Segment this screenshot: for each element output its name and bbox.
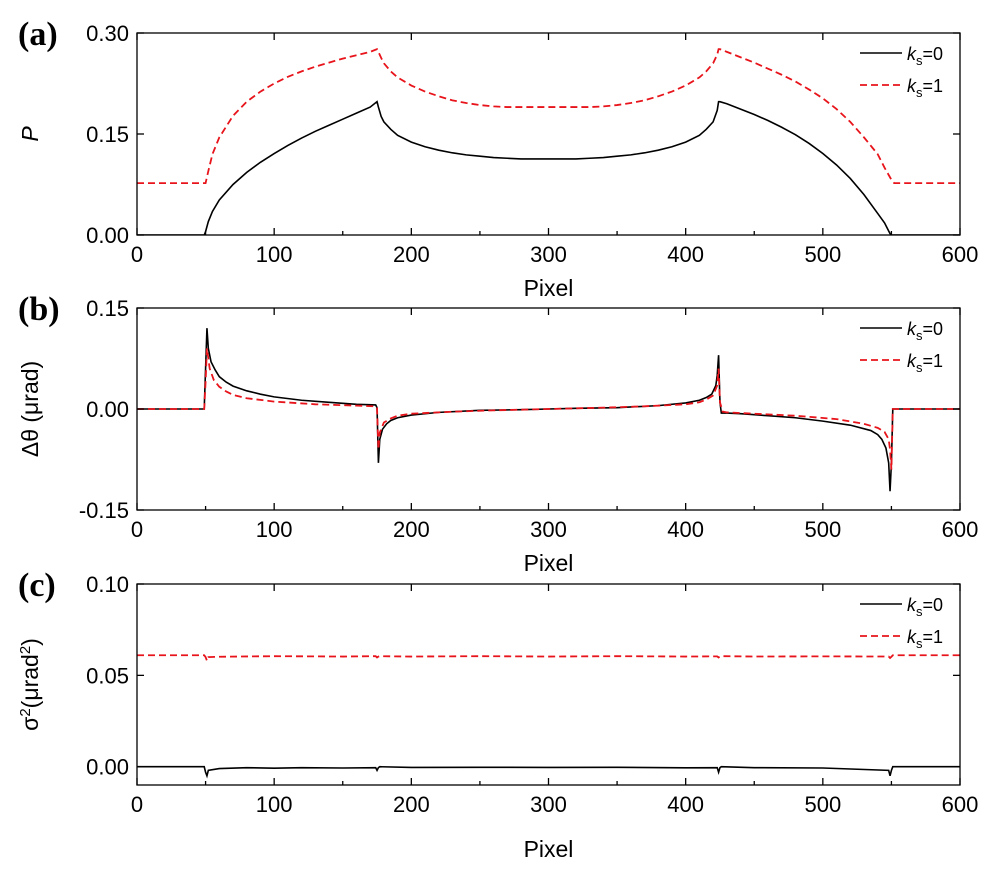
legend-label: ks=1 bbox=[907, 627, 943, 651]
x-axis-title: Pixel bbox=[524, 275, 574, 301]
series-line-ks0 bbox=[137, 100, 960, 235]
x-tick-label: 600 bbox=[942, 792, 979, 817]
y-tick-label: 0.00 bbox=[86, 397, 129, 422]
x-tick-label: 100 bbox=[256, 792, 293, 817]
x-tick-label: 0 bbox=[131, 517, 143, 542]
legend-label: ks=0 bbox=[907, 319, 943, 343]
panel-c: (c) 0 100 200 300 400 500 600 0.10 0.05 0.00 Pixel σ… bbox=[17, 567, 978, 862]
x-tick-label: 100 bbox=[256, 242, 293, 267]
y-tick-label: 0.15 bbox=[86, 122, 129, 147]
y-tick-label: 0.00 bbox=[86, 755, 129, 780]
panel-label: (b) bbox=[18, 291, 60, 328]
x-tick-label: 0 bbox=[131, 792, 143, 817]
y-tick-label: 0.10 bbox=[86, 572, 129, 597]
x-tick-label: 0 bbox=[131, 242, 143, 267]
series-line-ks1 bbox=[137, 654, 960, 664]
x-tick-label: 400 bbox=[667, 792, 704, 817]
series-line-ks0 bbox=[137, 765, 960, 779]
y-tick-label: -0.15 bbox=[79, 498, 129, 523]
x-axis-title: Pixel bbox=[524, 836, 574, 862]
x-tick-label: 100 bbox=[256, 517, 293, 542]
x-tick-label: 500 bbox=[804, 517, 841, 542]
panel-label: (c) bbox=[18, 567, 56, 604]
y-axis-title: σ2(μrad2) bbox=[17, 638, 43, 731]
y-tick-label: 0.15 bbox=[86, 296, 129, 321]
panel-a: (a) 0 100 200 300 400 500 600 0.00 0.15 0.30 Pixel P… bbox=[17, 16, 978, 301]
x-tick-label: 200 bbox=[393, 242, 430, 267]
legend-label: ks=0 bbox=[907, 44, 943, 68]
panel-label: (a) bbox=[18, 16, 58, 53]
series-line-ks1 bbox=[137, 48, 960, 185]
x-tick-label: 500 bbox=[804, 792, 841, 817]
x-tick-label: 300 bbox=[530, 242, 567, 267]
y-tick-label: 0.00 bbox=[86, 223, 129, 248]
chart-panels: (a) 0 100 200 300 400 500 600 0.00 0.15 0.30 Pixel P… bbox=[17, 16, 978, 862]
x-tick-label: 600 bbox=[942, 242, 979, 267]
x-tick-label: 600 bbox=[942, 517, 979, 542]
x-tick-label: 400 bbox=[667, 517, 704, 542]
x-tick-label: 400 bbox=[667, 242, 704, 267]
panel-b: (b) 0 100 200 300 400 500 600 0.15 0.00 -0.15 Pixel… bbox=[17, 291, 978, 576]
x-tick-label: 300 bbox=[530, 792, 567, 817]
y-tick-label: 0.30 bbox=[86, 21, 129, 46]
series-line-ks1 bbox=[137, 348, 960, 470]
y-axis-title: P bbox=[17, 126, 43, 142]
y-tick-label: 0.05 bbox=[86, 663, 129, 688]
x-tick-label: 500 bbox=[804, 242, 841, 267]
legend-label: ks=1 bbox=[907, 76, 943, 100]
y-axis-title: Δθ (μrad) bbox=[17, 361, 43, 457]
legend-label: ks=1 bbox=[907, 351, 943, 375]
x-axis-title: Pixel bbox=[524, 550, 574, 576]
x-tick-label: 300 bbox=[530, 517, 567, 542]
x-tick-label: 200 bbox=[393, 517, 430, 542]
x-tick-label: 200 bbox=[393, 792, 430, 817]
legend-label: ks=0 bbox=[907, 595, 943, 619]
